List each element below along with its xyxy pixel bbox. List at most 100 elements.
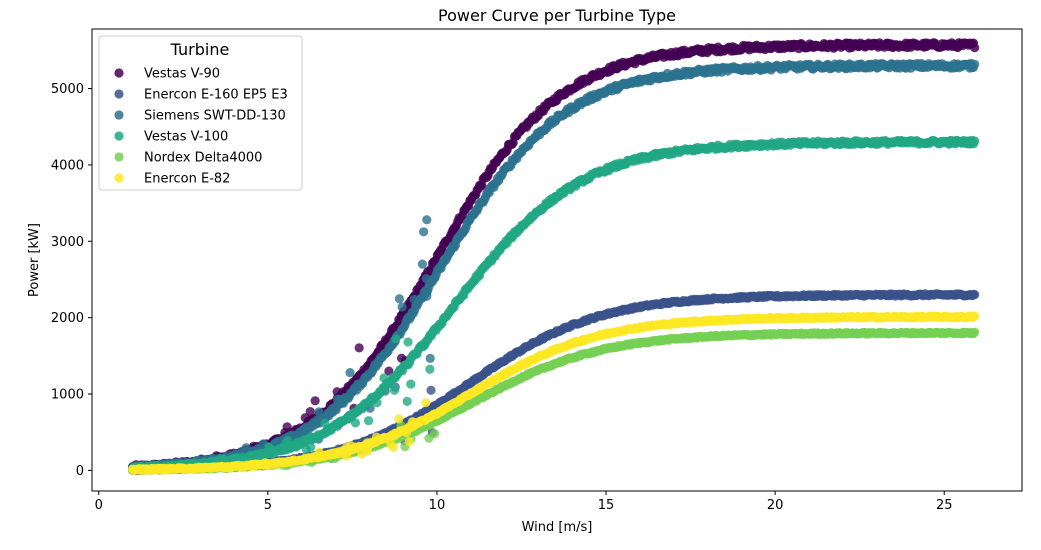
data-point: [371, 432, 382, 442]
data-point: [357, 449, 367, 459]
legend-label: Vestas V-90: [144, 67, 220, 82]
legend-marker: [114, 152, 124, 162]
data-point: [422, 215, 432, 225]
legend-marker: [114, 131, 124, 141]
data-point: [970, 136, 980, 146]
data-point: [425, 353, 435, 363]
data-point: [298, 425, 308, 435]
x-axis-ticks: 0 5 10 15 20 25: [95, 491, 953, 513]
series-enercon-e-82: [127, 311, 980, 475]
data-points: [127, 38, 980, 476]
data-point: [179, 464, 189, 474]
data-point: [237, 462, 247, 473]
data-point: [970, 59, 980, 69]
data-point: [389, 385, 400, 395]
legend-title: Turbine: [170, 40, 230, 59]
y-tick-label: 5000: [51, 82, 84, 97]
data-point: [314, 447, 324, 457]
data-point: [429, 428, 440, 439]
data-point: [354, 343, 364, 353]
legend-label: Nordex Delta4000: [144, 151, 262, 166]
x-tick-label: 10: [429, 498, 446, 513]
data-point: [406, 379, 416, 389]
data-point: [310, 396, 320, 406]
data-point: [417, 259, 428, 269]
data-point: [350, 418, 361, 428]
data-point: [193, 463, 203, 474]
data-point: [314, 407, 324, 417]
data-point: [208, 462, 219, 472]
data-point: [291, 442, 301, 452]
data-point: [970, 327, 980, 337]
y-tick-label: 1000: [51, 388, 84, 403]
y-axis-ticks: 0 1000 2000 3000 4000 5000: [51, 82, 92, 479]
data-point: [403, 337, 413, 347]
data-point: [249, 462, 259, 472]
data-point: [388, 442, 398, 452]
data-point: [332, 449, 342, 459]
x-tick-label: 20: [767, 498, 784, 513]
y-tick-label: 4000: [51, 158, 84, 173]
data-point: [421, 273, 431, 284]
data-point: [419, 227, 429, 237]
data-point: [332, 387, 342, 397]
data-point: [397, 302, 407, 312]
data-point: [305, 407, 315, 417]
x-tick-label: 0: [95, 498, 103, 513]
data-point: [270, 459, 281, 469]
data-point: [970, 42, 980, 53]
data-point: [268, 445, 278, 455]
data-point: [282, 422, 292, 432]
data-point: [417, 415, 427, 426]
data-point: [341, 451, 352, 461]
data-point: [401, 427, 412, 438]
data-point: [407, 417, 418, 427]
legend-marker: [114, 89, 124, 99]
data-point: [168, 463, 178, 474]
data-point: [217, 461, 227, 472]
legend: Turbine Vestas V-90 Enercon E-160 EP5 E3 S…: [98, 35, 303, 191]
data-point: [301, 444, 312, 455]
data-point: [970, 311, 980, 321]
legend-marker: [114, 110, 124, 120]
data-point: [403, 360, 413, 370]
plot-area-frame: [91, 28, 1023, 492]
data-point: [363, 416, 374, 426]
legend-label: Siemens SWT-DD-130: [144, 109, 286, 124]
x-axis-label: Wind [m/s]: [522, 520, 593, 535]
legend-label: Vestas V-100: [144, 130, 228, 145]
legend-marker: [114, 173, 124, 183]
data-point: [422, 291, 432, 301]
data-point: [426, 385, 436, 395]
data-point: [346, 440, 356, 451]
data-point: [320, 418, 330, 428]
data-point: [334, 394, 344, 404]
data-point: [421, 398, 431, 408]
chart-title: Power Curve per Turbine Type: [438, 6, 676, 25]
data-point: [300, 413, 310, 423]
data-point: [409, 294, 419, 304]
legend-label: Enercon E-82: [144, 172, 230, 187]
data-point: [260, 458, 270, 468]
y-tick-label: 2000: [51, 311, 84, 326]
data-point: [226, 462, 236, 472]
data-point: [334, 417, 345, 427]
y-tick-label: 3000: [51, 235, 84, 250]
data-point: [379, 373, 389, 383]
legend-label: Enercon E-160 EP5 E3: [144, 88, 288, 103]
data-point: [391, 334, 401, 344]
legend-box: [98, 35, 303, 191]
x-tick-label: 5: [264, 498, 272, 513]
data-point: [384, 432, 394, 442]
y-tick-label: 0: [76, 464, 84, 479]
data-point: [367, 393, 377, 403]
data-point: [394, 414, 404, 424]
data-point: [394, 294, 405, 304]
data-point: [142, 464, 152, 474]
data-point: [362, 443, 373, 453]
data-point: [281, 438, 291, 448]
x-tick-label: 25: [936, 498, 953, 513]
legend-marker: [114, 68, 124, 78]
x-tick-label: 15: [598, 498, 615, 513]
